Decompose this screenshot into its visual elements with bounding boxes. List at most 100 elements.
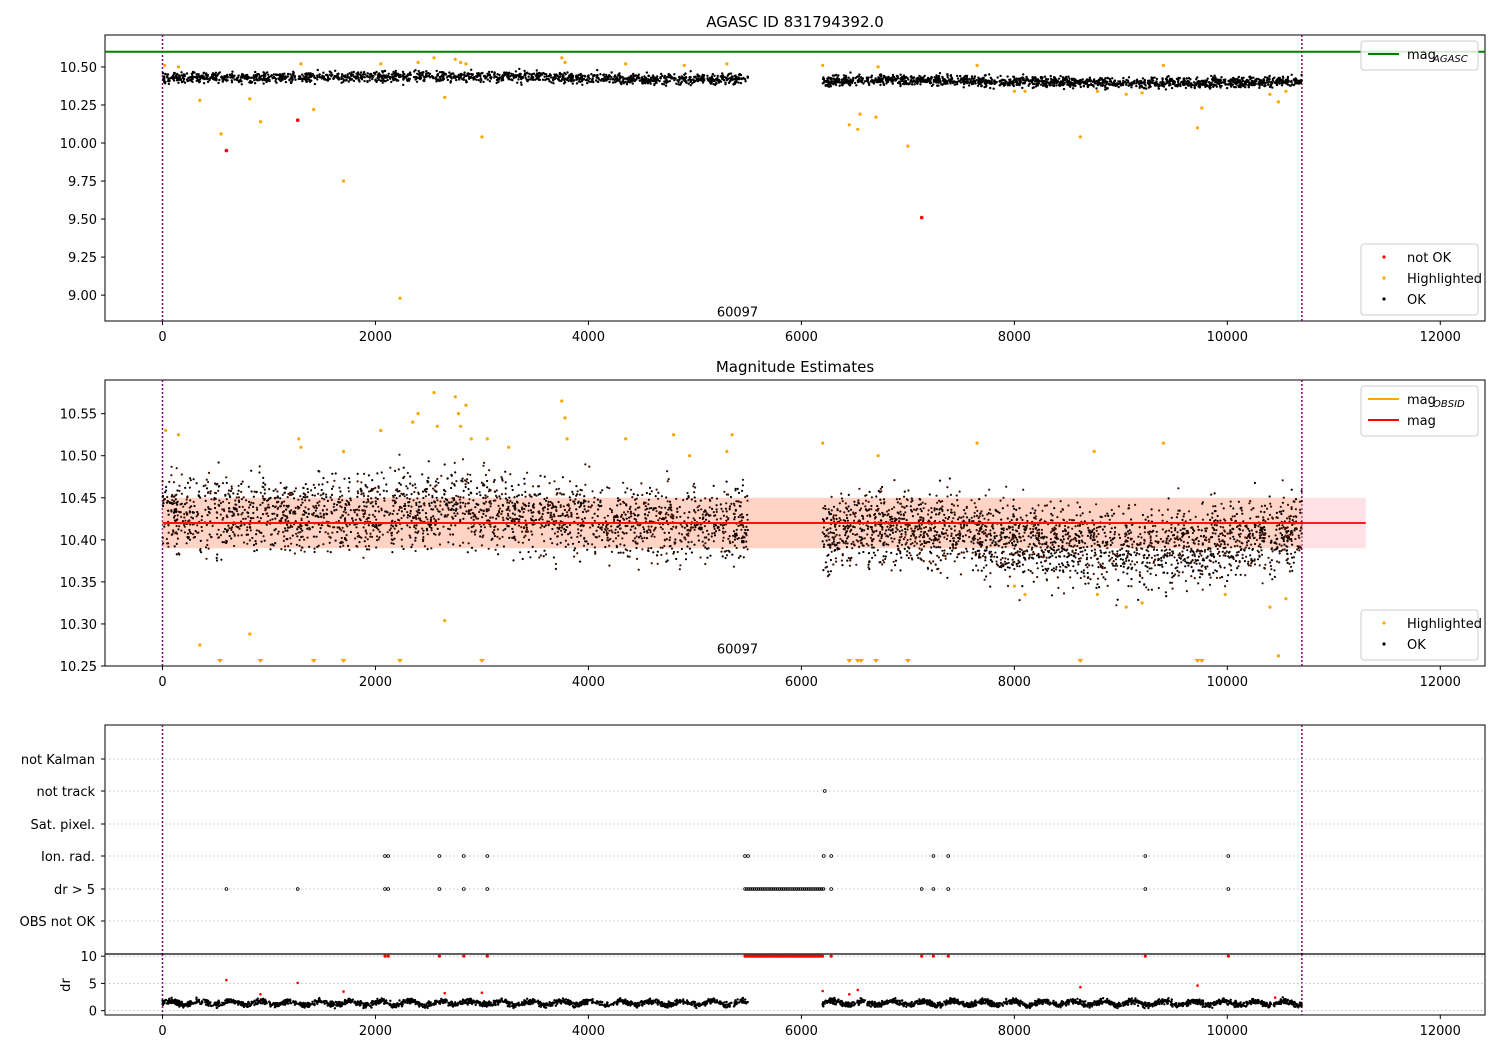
ok-point: [460, 479, 463, 482]
ok-point: [586, 548, 589, 551]
ok-point: [324, 78, 327, 81]
ok-point: [356, 480, 359, 483]
ok-point: [464, 502, 467, 505]
ok-point: [895, 78, 898, 81]
ok-point: [258, 78, 261, 82]
ok-point: [1121, 83, 1124, 86]
ok-point: [728, 505, 732, 508]
ok-point: [579, 501, 583, 504]
highlighted-point: [453, 57, 457, 61]
ok-point: [679, 564, 682, 567]
ok-point: [375, 539, 379, 542]
ok-point: [504, 470, 507, 473]
ok-point: [1024, 79, 1027, 83]
ok-point: [570, 72, 573, 76]
ok-point: [596, 68, 599, 72]
ok-point: [620, 82, 623, 86]
ok-point: [513, 513, 517, 516]
ok-point: [371, 479, 374, 482]
ok-point: [624, 491, 627, 494]
ok-point: [587, 505, 590, 508]
ok-point: [467, 487, 470, 491]
ok-point: [572, 500, 575, 503]
ok-point: [876, 81, 879, 84]
ok-point: [402, 466, 405, 469]
ok-point: [635, 557, 639, 561]
ok-point: [719, 503, 722, 506]
ok-point: [661, 74, 664, 78]
ok-point: [940, 83, 943, 86]
ok-point: [402, 72, 405, 76]
ok-point: [604, 545, 607, 549]
highlighted-point: [906, 144, 910, 148]
ok-point: [409, 536, 412, 539]
ok-point: [193, 75, 197, 79]
ok-point: [493, 478, 496, 482]
ok-point: [248, 539, 251, 542]
ok-point: [556, 492, 559, 495]
ok-point: [345, 76, 349, 79]
ok-point: [545, 77, 548, 81]
ok-point: [1181, 83, 1185, 86]
ok-point: [1101, 78, 1105, 82]
ok-point: [171, 533, 174, 536]
ok-point: [588, 77, 591, 81]
ok-point: [973, 75, 977, 78]
ok-point: [262, 82, 265, 85]
ok-point: [233, 78, 236, 81]
ok-point: [688, 510, 691, 514]
ok-point: [498, 507, 501, 510]
ok-point: [262, 481, 265, 484]
ok-point: [382, 477, 385, 480]
ok-point: [231, 74, 234, 77]
ok-point: [381, 81, 384, 84]
ok-point: [696, 74, 700, 77]
ok-point: [421, 532, 425, 535]
ok-point: [450, 524, 453, 527]
ok-point: [488, 74, 492, 77]
ok-point: [180, 529, 183, 532]
ok-point: [175, 79, 179, 82]
ok-point: [629, 488, 633, 491]
ok-point: [282, 531, 285, 534]
ok-point: [740, 540, 744, 543]
ok-point: [400, 527, 403, 530]
ok-point: [621, 531, 624, 534]
ok-point: [471, 73, 474, 77]
ok-point: [449, 533, 452, 536]
ok-point: [310, 74, 313, 78]
ok-point: [401, 70, 405, 74]
ok-point: [529, 78, 532, 81]
ok-point: [564, 545, 567, 548]
ok-point: [725, 77, 729, 80]
ok-point: [710, 75, 714, 78]
ok-point: [181, 74, 185, 78]
ok-point: [311, 526, 314, 529]
ok-point: [514, 70, 518, 73]
ok-point: [1069, 82, 1072, 85]
ok-point: [707, 79, 710, 83]
ok-point: [721, 72, 724, 75]
ok-point: [163, 525, 166, 528]
ok-point: [683, 511, 686, 515]
ok-point: [657, 491, 660, 494]
ok-point: [332, 505, 335, 508]
ok-point: [508, 501, 511, 504]
ok-point: [827, 81, 830, 84]
ok-point: [266, 499, 269, 502]
ok-point: [371, 505, 374, 508]
ok-point: [461, 477, 464, 480]
highlighted-point: [248, 97, 252, 101]
y-tick-label: 9.00: [68, 289, 97, 304]
ok-point: [1164, 88, 1168, 91]
ok-point: [575, 82, 579, 85]
ok-point: [213, 73, 216, 76]
ok-point: [426, 518, 429, 521]
ok-point: [678, 505, 681, 509]
ok-point: [568, 507, 571, 510]
ok-point: [447, 541, 450, 544]
ok-point: [249, 529, 252, 532]
ok-point: [1268, 78, 1271, 81]
ok-point: [435, 496, 438, 499]
ok-point: [343, 518, 346, 521]
